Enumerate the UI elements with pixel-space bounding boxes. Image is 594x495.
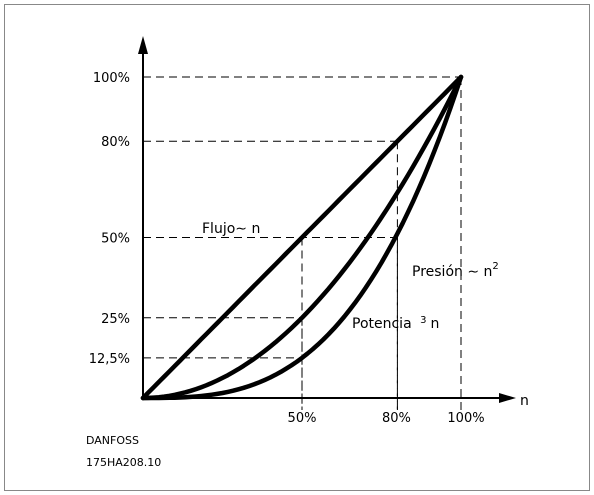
footer-code: 175HA208.10	[86, 456, 161, 469]
power-curve	[140, 74, 464, 401]
pressure-curve	[140, 74, 464, 401]
guide-lines	[143, 76, 462, 410]
y-tick-label: 50%	[101, 232, 130, 247]
y-tick-label: 12,5%	[89, 352, 130, 367]
x-axis-label: n	[520, 393, 529, 409]
tick-labels: 100% 80% 50% 25% 12,5% 50% 80% 100%	[89, 71, 485, 426]
flow-curve	[140, 74, 464, 401]
y-tick-label: 25%	[101, 312, 130, 327]
chart-frame	[4, 4, 590, 491]
curves	[140, 74, 464, 401]
y-tick-label: 100%	[93, 71, 130, 86]
footer-brand: DANFOSS	[86, 434, 139, 447]
y-tick-label: 80%	[101, 135, 130, 150]
series-label-flow: Flujo∼ n	[202, 221, 260, 237]
series-label-pressure: Presión ∼ n2	[412, 261, 499, 280]
x-tick-label: 50%	[288, 411, 317, 426]
x-tick-label: 80%	[382, 411, 411, 426]
y-axis-arrow	[138, 36, 148, 54]
x-tick-label: 100%	[447, 411, 484, 426]
x-axis-arrow	[499, 393, 516, 403]
